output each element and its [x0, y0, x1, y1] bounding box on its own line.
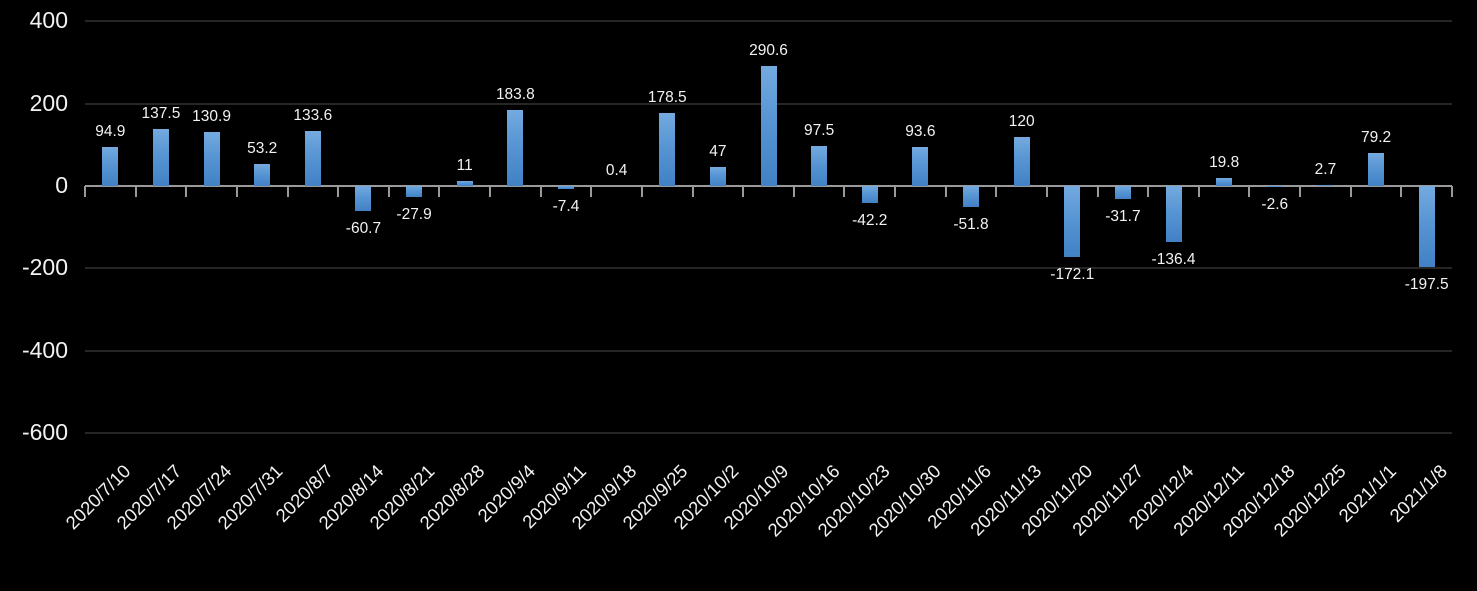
bar [1013, 136, 1030, 186]
bar-value-label: 53.2 [247, 140, 278, 158]
bar [1368, 153, 1385, 186]
y-axis-tick-label: 200 [29, 89, 68, 116]
y-axis-tick-label: 400 [29, 7, 68, 34]
bar-value-label: 120 [1008, 112, 1035, 130]
bar-value-label: 94.9 [95, 122, 126, 140]
bar-value-label: -51.8 [953, 216, 989, 234]
x-axis-tick [1299, 186, 1302, 197]
x-axis-tick [387, 186, 390, 197]
bar-value-label: -27.9 [396, 206, 432, 224]
bar [304, 131, 321, 186]
x-axis-tick [84, 186, 86, 197]
bar-value-label: -197.5 [1404, 276, 1449, 294]
bar [1165, 186, 1182, 243]
y-axis-tick-label: -200 [21, 254, 68, 281]
x-axis-tick [235, 186, 238, 197]
bar [507, 110, 524, 186]
bar [1114, 186, 1131, 200]
x-axis-tick [185, 186, 188, 197]
bar [203, 132, 220, 186]
x-axis-tick [1147, 186, 1150, 197]
x-axis-tick [1197, 186, 1200, 197]
gridline [85, 20, 1452, 23]
bar [152, 129, 169, 186]
gridline [85, 267, 1452, 270]
bar [355, 186, 372, 211]
bar-value-label: 93.6 [905, 123, 936, 141]
x-axis-tick [489, 186, 492, 197]
bar-value-label: 0.4 [605, 161, 628, 179]
bar [1418, 186, 1435, 268]
x-axis-tick [1400, 186, 1403, 197]
bar-value-label: -42.2 [852, 212, 888, 230]
x-axis-tick [1451, 186, 1453, 197]
x-axis-tick [1349, 186, 1352, 197]
x-axis-tick [337, 186, 340, 197]
bar [1317, 184, 1334, 186]
bar [1064, 186, 1081, 257]
y-axis-tick-label: -600 [21, 418, 68, 445]
bar-value-label: 183.8 [495, 86, 535, 104]
bar-value-label: 133.6 [293, 107, 333, 125]
y-axis-tick-label: -400 [21, 336, 68, 363]
bar-value-label: -7.4 [552, 198, 580, 216]
x-axis-tick [1045, 186, 1048, 197]
x-axis-tick [691, 186, 694, 197]
bar [102, 146, 119, 186]
bar [456, 181, 473, 186]
x-axis-tick [438, 186, 441, 197]
bar-value-label: 178.5 [647, 88, 687, 106]
x-axis-line [85, 185, 1452, 187]
bar [557, 186, 574, 190]
bar-value-label: 11 [456, 157, 473, 175]
x-axis-tick [894, 186, 897, 197]
bar-value-label: 137.5 [141, 105, 181, 123]
bar [254, 164, 271, 186]
bar [709, 166, 726, 186]
x-axis-tick [944, 186, 947, 197]
bar-value-label: -136.4 [1151, 251, 1196, 269]
x-axis-tick [539, 186, 542, 197]
bar [861, 186, 878, 204]
bar [811, 145, 828, 186]
bar-value-label: 97.5 [804, 121, 835, 139]
x-axis-tick [995, 186, 998, 197]
bar [659, 112, 676, 186]
y-axis-tick-label: 0 [55, 172, 68, 198]
x-axis-tick [134, 186, 137, 197]
bar-value-label: -172.1 [1050, 265, 1095, 283]
x-axis-tick [843, 186, 846, 197]
x-axis-tick [1248, 186, 1251, 197]
bar-value-label: -31.7 [1105, 208, 1141, 226]
bar-value-label: 19.8 [1209, 153, 1240, 171]
bar-value-label: -60.7 [345, 219, 382, 237]
bar-value-label: 79.2 [1360, 129, 1392, 147]
bar-value-label: 47 [709, 142, 727, 160]
bar [1266, 186, 1283, 188]
x-axis-tick [1096, 186, 1099, 197]
x-axis-tick [286, 186, 289, 197]
bar [760, 66, 777, 186]
x-axis-tick [640, 186, 643, 197]
bar-value-label: 130.9 [192, 108, 231, 126]
bar-value-label: 2.7 [1314, 160, 1337, 178]
x-axis-tick [792, 186, 795, 197]
gridline [85, 349, 1452, 352]
x-axis-tick [590, 186, 593, 197]
bar-value-label: -2.6 [1261, 196, 1289, 214]
bar [1216, 177, 1233, 186]
gridline [85, 431, 1452, 434]
x-axis-tick [742, 186, 745, 197]
bar [912, 147, 929, 186]
bar-value-label: 290.6 [749, 42, 788, 60]
bar [963, 186, 980, 208]
bar [406, 186, 423, 198]
